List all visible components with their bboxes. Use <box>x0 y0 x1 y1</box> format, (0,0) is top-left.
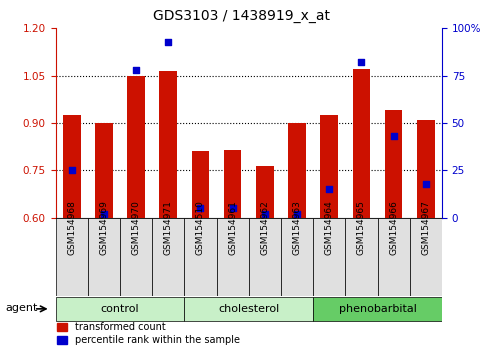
FancyBboxPatch shape <box>56 297 185 321</box>
FancyBboxPatch shape <box>313 297 442 321</box>
Bar <box>192 152 209 218</box>
Bar <box>256 166 274 218</box>
Text: GSM154971: GSM154971 <box>164 200 173 255</box>
Bar <box>385 110 402 218</box>
Bar <box>159 71 177 218</box>
Point <box>357 59 365 65</box>
Point <box>390 133 398 139</box>
Legend: transformed count, percentile rank within the sample: transformed count, percentile rank withi… <box>53 319 243 349</box>
Text: GSM154963: GSM154963 <box>293 200 301 255</box>
FancyBboxPatch shape <box>152 218 185 296</box>
Bar <box>63 115 81 218</box>
Bar <box>224 150 242 218</box>
Text: agent: agent <box>5 303 37 313</box>
Text: GSM154966: GSM154966 <box>389 200 398 255</box>
Text: phenobarbital: phenobarbital <box>339 304 416 314</box>
FancyBboxPatch shape <box>88 218 120 296</box>
Point <box>422 181 430 187</box>
FancyBboxPatch shape <box>313 218 345 296</box>
FancyBboxPatch shape <box>281 218 313 296</box>
FancyBboxPatch shape <box>216 218 249 296</box>
FancyBboxPatch shape <box>56 218 88 296</box>
FancyBboxPatch shape <box>185 297 313 321</box>
Text: GSM154510: GSM154510 <box>196 200 205 255</box>
Point <box>261 211 269 217</box>
Text: GSM154961: GSM154961 <box>228 200 237 255</box>
FancyBboxPatch shape <box>410 218 442 296</box>
Text: GSM154962: GSM154962 <box>260 200 270 255</box>
Point <box>293 211 301 217</box>
Point <box>197 205 204 211</box>
FancyBboxPatch shape <box>185 218 216 296</box>
Point <box>100 211 108 217</box>
Text: GSM154970: GSM154970 <box>131 200 141 255</box>
Bar <box>320 115 338 218</box>
Point <box>68 167 75 173</box>
FancyBboxPatch shape <box>120 218 152 296</box>
FancyBboxPatch shape <box>345 218 378 296</box>
Bar <box>353 69 370 218</box>
Text: GDS3103 / 1438919_x_at: GDS3103 / 1438919_x_at <box>153 9 330 23</box>
Text: GSM154967: GSM154967 <box>421 200 430 255</box>
Text: cholesterol: cholesterol <box>218 304 279 314</box>
Point <box>132 67 140 73</box>
Bar <box>95 123 113 218</box>
FancyBboxPatch shape <box>249 218 281 296</box>
Bar <box>288 123 306 218</box>
Text: GSM154964: GSM154964 <box>325 200 334 255</box>
Text: GSM154965: GSM154965 <box>357 200 366 255</box>
Point <box>229 205 237 211</box>
Point <box>164 39 172 44</box>
Point <box>326 187 333 192</box>
FancyBboxPatch shape <box>378 218 410 296</box>
Text: GSM154969: GSM154969 <box>99 200 108 255</box>
Bar <box>127 76 145 218</box>
Bar <box>417 120 435 218</box>
Text: control: control <box>100 304 139 314</box>
Text: GSM154968: GSM154968 <box>67 200 76 255</box>
